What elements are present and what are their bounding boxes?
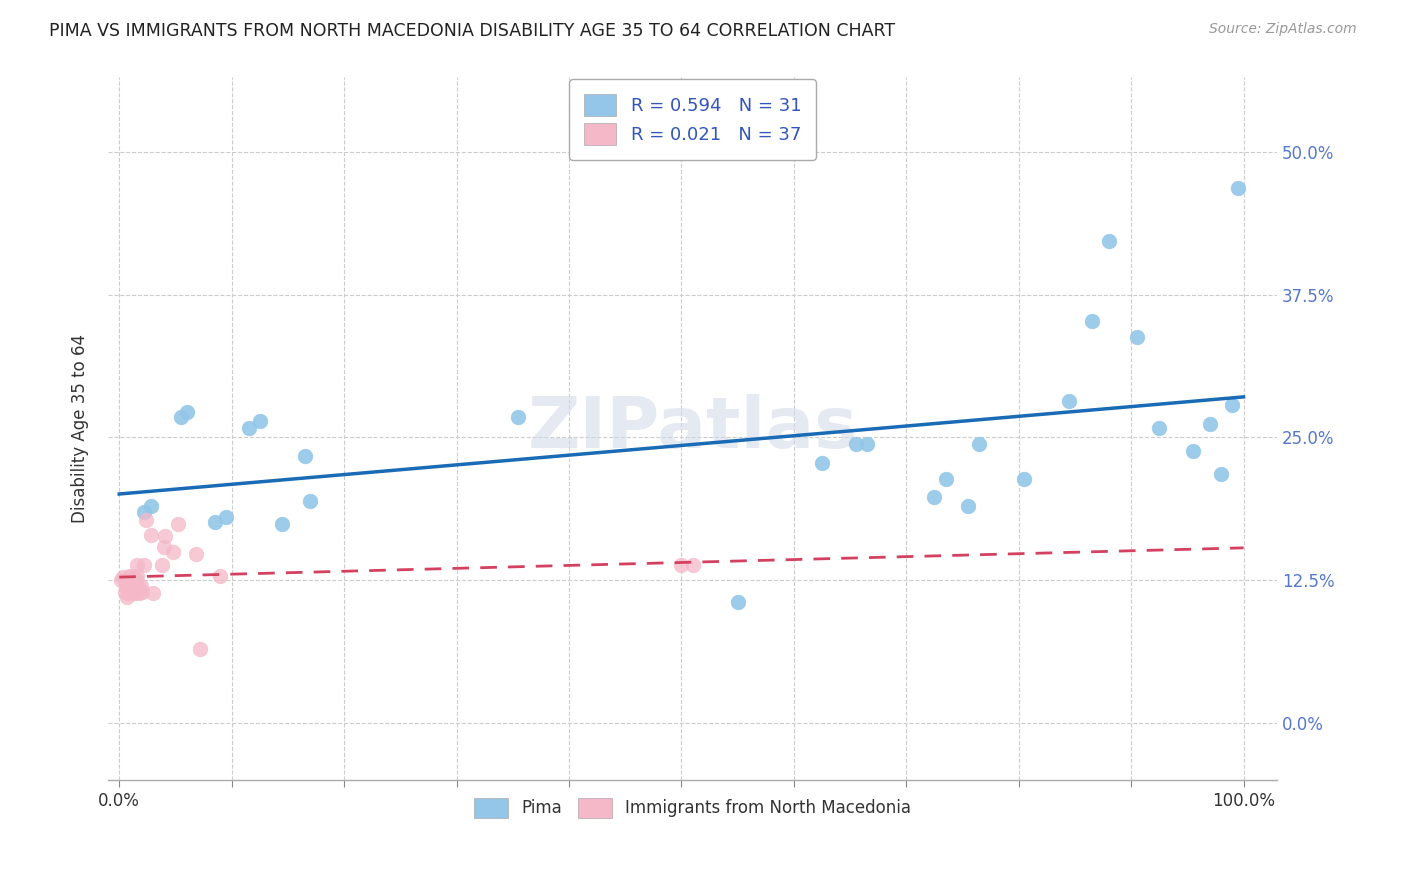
Point <box>132 505 155 519</box>
Point <box>1181 444 1204 458</box>
Point <box>1198 417 1220 431</box>
Point <box>1125 330 1147 344</box>
Text: PIMA VS IMMIGRANTS FROM NORTH MACEDONIA DISABILITY AGE 35 TO 64 CORRELATION CHAR: PIMA VS IMMIGRANTS FROM NORTH MACEDONIA … <box>49 22 896 40</box>
Point <box>188 641 211 656</box>
Point <box>121 584 143 599</box>
Point <box>155 529 177 543</box>
Point <box>1081 314 1104 328</box>
Point <box>924 490 946 504</box>
Point <box>176 405 198 419</box>
Point <box>935 472 957 486</box>
Point <box>115 574 138 589</box>
Point <box>1147 421 1170 435</box>
Point <box>153 540 176 554</box>
Point <box>128 586 150 600</box>
Point <box>122 579 145 593</box>
Text: ZIPatlas: ZIPatlas <box>527 394 858 463</box>
Point <box>1014 472 1036 486</box>
Point <box>125 572 148 586</box>
Point <box>1059 393 1081 408</box>
Point <box>117 579 139 593</box>
Point <box>215 510 238 524</box>
Point <box>121 579 143 593</box>
Point <box>209 568 232 582</box>
Point <box>682 558 704 573</box>
Point <box>150 558 173 573</box>
Point <box>124 586 146 600</box>
Point <box>132 558 155 573</box>
Point <box>845 437 868 451</box>
Point <box>271 517 294 532</box>
Point <box>117 586 139 600</box>
Point <box>1226 181 1249 195</box>
Point <box>238 421 260 435</box>
Point <box>127 568 149 582</box>
Point <box>204 515 226 529</box>
Point <box>170 409 193 424</box>
Point <box>125 574 148 589</box>
Y-axis label: Disability Age 35 to 64: Disability Age 35 to 64 <box>72 334 89 524</box>
Point <box>111 570 134 584</box>
Point <box>969 437 991 451</box>
Point <box>249 414 271 428</box>
Point <box>166 517 188 532</box>
Legend: Pima, Immigrants from North Macedonia: Pima, Immigrants from North Macedonia <box>468 791 918 825</box>
Point <box>142 586 165 600</box>
Point <box>856 437 879 451</box>
Point <box>135 513 157 527</box>
Point <box>294 449 316 463</box>
Point <box>129 579 152 593</box>
Point <box>118 570 141 584</box>
Point <box>131 584 153 599</box>
Point <box>671 558 693 573</box>
Point <box>811 456 834 470</box>
Point <box>120 568 142 582</box>
Point <box>1209 467 1232 481</box>
Point <box>127 579 149 593</box>
Point <box>162 545 184 559</box>
Point <box>957 499 980 513</box>
Point <box>139 499 162 513</box>
Point <box>727 595 749 609</box>
Point <box>1220 399 1243 413</box>
Point <box>114 584 136 599</box>
Point <box>184 547 207 561</box>
Point <box>1097 234 1119 248</box>
Point <box>115 579 138 593</box>
Point <box>121 586 143 600</box>
Point <box>299 494 322 508</box>
Point <box>127 558 149 573</box>
Text: Source: ZipAtlas.com: Source: ZipAtlas.com <box>1209 22 1357 37</box>
Point <box>508 409 530 424</box>
Point <box>139 527 162 541</box>
Point <box>110 574 132 588</box>
Point <box>115 591 138 605</box>
